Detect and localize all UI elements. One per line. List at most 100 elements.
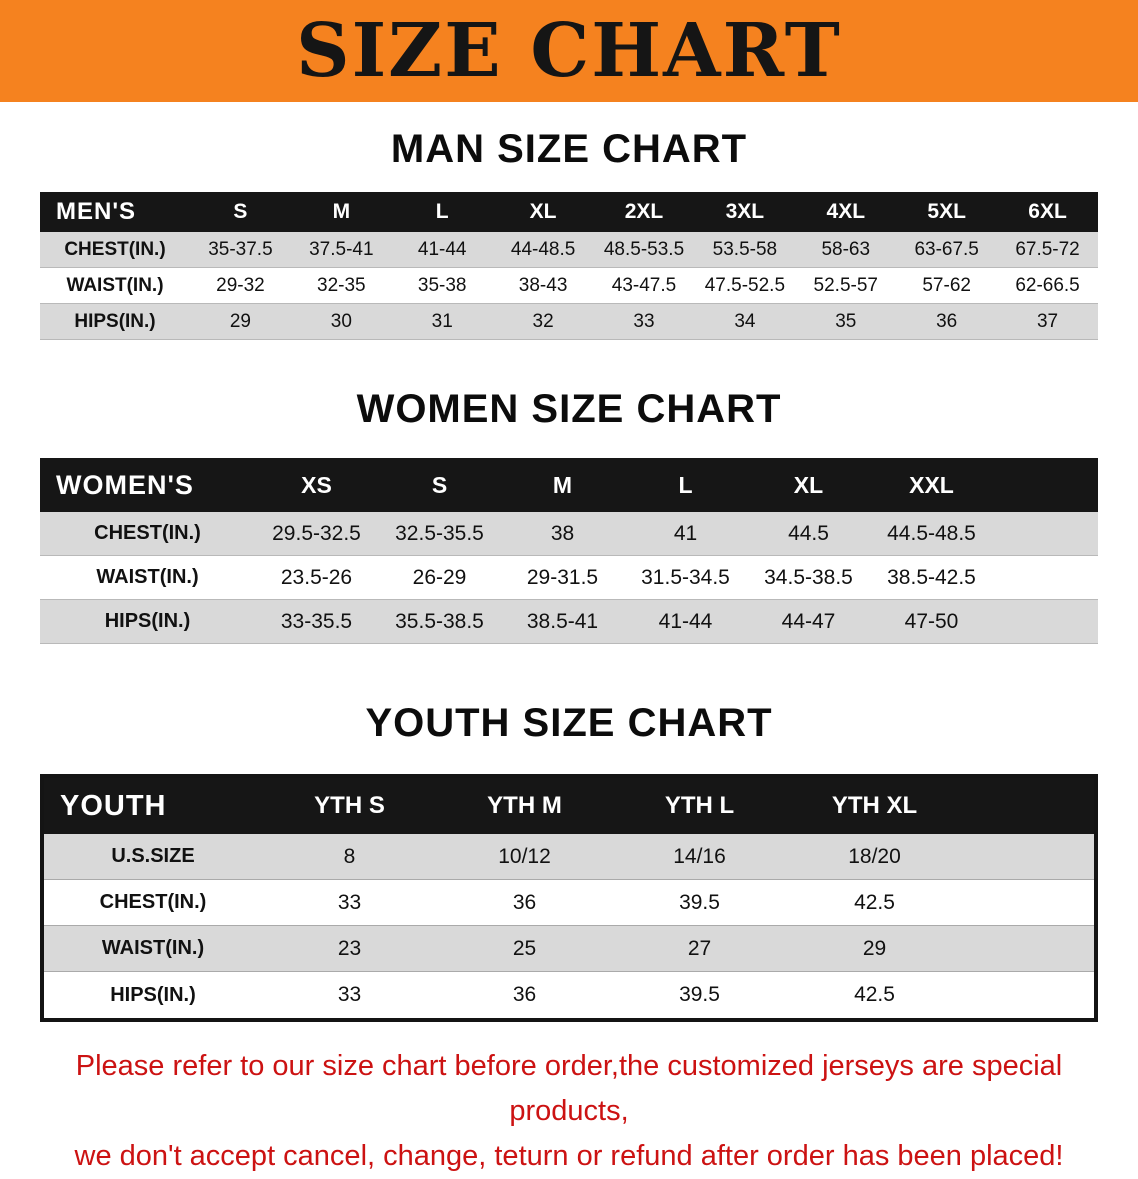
- value-cell: 41: [673, 521, 698, 545]
- row-label-cell: CHEST(IN.): [94, 522, 201, 544]
- value-cell: 41-44: [417, 238, 467, 260]
- order-notice: Please refer to our size chart before or…: [18, 1044, 1120, 1179]
- value-cell: 14/16: [673, 844, 726, 868]
- value-cell: 38-43: [518, 274, 568, 296]
- women-size-table: WOMEN'S XS S M L XL XXL CHEST(IN.) 29.5-32.5 32.5…: [40, 458, 1098, 644]
- value-cell: 38.5-41: [526, 609, 599, 633]
- size-header-cell: 3XL: [725, 200, 765, 223]
- value-cell: 25: [512, 936, 537, 960]
- size-header-cell: YTH L: [664, 792, 735, 819]
- size-header-cell: L: [678, 471, 693, 498]
- value-cell: 67.5-72: [1015, 238, 1080, 260]
- men-section-heading: MAN SIZE CHART: [390, 127, 748, 171]
- value-cell: 44.5: [788, 521, 829, 545]
- value-cell: 29-31.5: [526, 565, 599, 589]
- size-header-cell: XL: [529, 200, 557, 223]
- value-cell: 32: [532, 310, 554, 332]
- value-cell: 29: [229, 310, 251, 332]
- section-men: MAN SIZE CHART MEN'S S M L XL 2XL 3XL 4XL 5XL 6XL…: [0, 126, 1138, 340]
- row-label-cell: HIPS(IN.): [110, 983, 196, 1006]
- value-cell: 23: [337, 936, 362, 960]
- value-cell: 36: [936, 310, 958, 332]
- table-header-row: MEN'S S M L XL 2XL 3XL 4XL 5XL 6XL: [40, 192, 1098, 232]
- value-cell: 26-29: [412, 565, 467, 589]
- value-cell: 38.5-42.5: [887, 565, 976, 589]
- size-header-cell: L: [435, 200, 449, 223]
- table-header-row: WOMEN'S XS S M L XL XXL: [40, 458, 1098, 512]
- notice-line-1: Please refer to our size chart before or…: [75, 1050, 1063, 1127]
- value-cell: 41-44: [658, 609, 713, 633]
- value-cell: 8: [343, 844, 356, 868]
- row-label-cell: CHEST(IN.): [99, 891, 207, 913]
- value-cell: 31: [431, 310, 453, 332]
- value-cell: 58-63: [821, 238, 871, 260]
- value-cell: 33-35.5: [280, 609, 353, 633]
- size-header-cell: S: [233, 200, 248, 223]
- table-row: WAIST(IN.) 23.5-26 26-29 29-31.5 31.5-34.5 34…: [40, 556, 1098, 600]
- value-cell: 47.5-52.5: [704, 274, 786, 296]
- table-row: HIPS(IN.) 29 30 31 32 33 34 35 36 37: [40, 304, 1098, 340]
- row-label-cell: WAIST(IN.): [101, 937, 205, 959]
- value-cell: 35-38: [417, 274, 467, 296]
- value-cell: 37: [1036, 310, 1059, 332]
- value-cell: 34: [734, 310, 756, 332]
- row-label-cell: WAIST(IN.): [96, 566, 199, 588]
- value-cell: 39.5: [679, 890, 720, 914]
- row-label-cell: HIPS(IN.): [104, 610, 191, 632]
- size-header-cell: YTH XL: [831, 792, 918, 819]
- value-cell: 62-66.5: [1015, 274, 1080, 296]
- value-cell: 23.5-26: [280, 565, 353, 589]
- size-header-cell: XL: [793, 471, 824, 498]
- row-label-cell: WAIST(IN.): [66, 274, 164, 296]
- value-cell: 39.5: [679, 983, 720, 1006]
- value-cell: 37.5-41: [309, 238, 374, 260]
- value-cell: 29-32: [216, 274, 265, 296]
- value-cell: 47-50: [904, 609, 959, 633]
- table-row: WAIST(IN.) 29-32 32-35 35-38 38-43 43-47.5 47.…: [40, 268, 1098, 304]
- value-cell: 53.5-58: [712, 238, 778, 260]
- size-header-cell: 4XL: [826, 200, 866, 223]
- row-label-cell: CHEST(IN.): [64, 238, 166, 260]
- value-cell: 36: [512, 890, 537, 914]
- size-header-cell: M: [332, 200, 351, 223]
- value-cell: 18/20: [848, 844, 901, 868]
- size-header-cell: XXL: [909, 471, 954, 498]
- size-header-cell: M: [552, 471, 573, 498]
- value-cell: 63-67.5: [914, 238, 979, 260]
- size-header-cell: S: [431, 471, 448, 498]
- value-cell: 32-35: [317, 274, 366, 296]
- size-header-cell: XS: [301, 471, 332, 498]
- section-youth: YOUTH SIZE CHART YOUTH YTH S YTH M YTH L YTH…: [0, 700, 1138, 1022]
- table-row: HIPS(IN.) 33-35.5 35.5-38.5 38.5-41 41-44 44-…: [40, 600, 1098, 644]
- size-header-cell: 5XL: [927, 200, 966, 223]
- table-row: WAIST(IN.) 23 25 27 29: [44, 926, 1094, 972]
- page-title: SIZE CHART: [296, 8, 842, 94]
- size-header-cell: YTH S: [314, 792, 385, 819]
- row-label-cell: U.S.SIZE: [111, 845, 195, 867]
- youth-section-heading: YOUTH SIZE CHART: [365, 701, 773, 745]
- women-section-heading: WOMEN SIZE CHART: [356, 387, 782, 431]
- table-title-cell: MEN'S: [56, 198, 137, 225]
- value-cell: 31.5-34.5: [641, 565, 730, 589]
- value-cell: 29: [862, 936, 887, 960]
- section-women: WOMEN SIZE CHART WOMEN'S XS S M L XL XXL CHEST(…: [0, 386, 1138, 644]
- value-cell: 52.5-57: [813, 274, 878, 296]
- table-header-row: YOUTH YTH S YTH M YTH L YTH XL: [44, 778, 1094, 834]
- value-cell: 35-37.5: [208, 238, 273, 260]
- value-cell: 10/12: [498, 844, 551, 868]
- value-cell: 38: [550, 521, 575, 545]
- value-cell: 57-62: [922, 274, 971, 296]
- value-cell: 29.5-32.5: [272, 521, 361, 545]
- table-title-cell: YOUTH: [60, 789, 167, 822]
- value-cell: 36: [512, 983, 537, 1006]
- table-title-cell: WOMEN'S: [56, 469, 194, 500]
- notice-line-2: we don't accept cancel, change, teturn o…: [74, 1139, 1064, 1172]
- value-cell: 42.5: [854, 983, 895, 1006]
- row-label-cell: HIPS(IN.): [74, 310, 156, 332]
- value-cell: 30: [330, 310, 352, 332]
- men-size-table: MEN'S S M L XL 2XL 3XL 4XL 5XL 6XL CHEST(IN.) 35-37…: [40, 192, 1098, 340]
- size-header-cell: YTH M: [487, 792, 562, 819]
- value-cell: 44-47: [781, 609, 836, 633]
- value-cell: 43-47.5: [611, 274, 677, 296]
